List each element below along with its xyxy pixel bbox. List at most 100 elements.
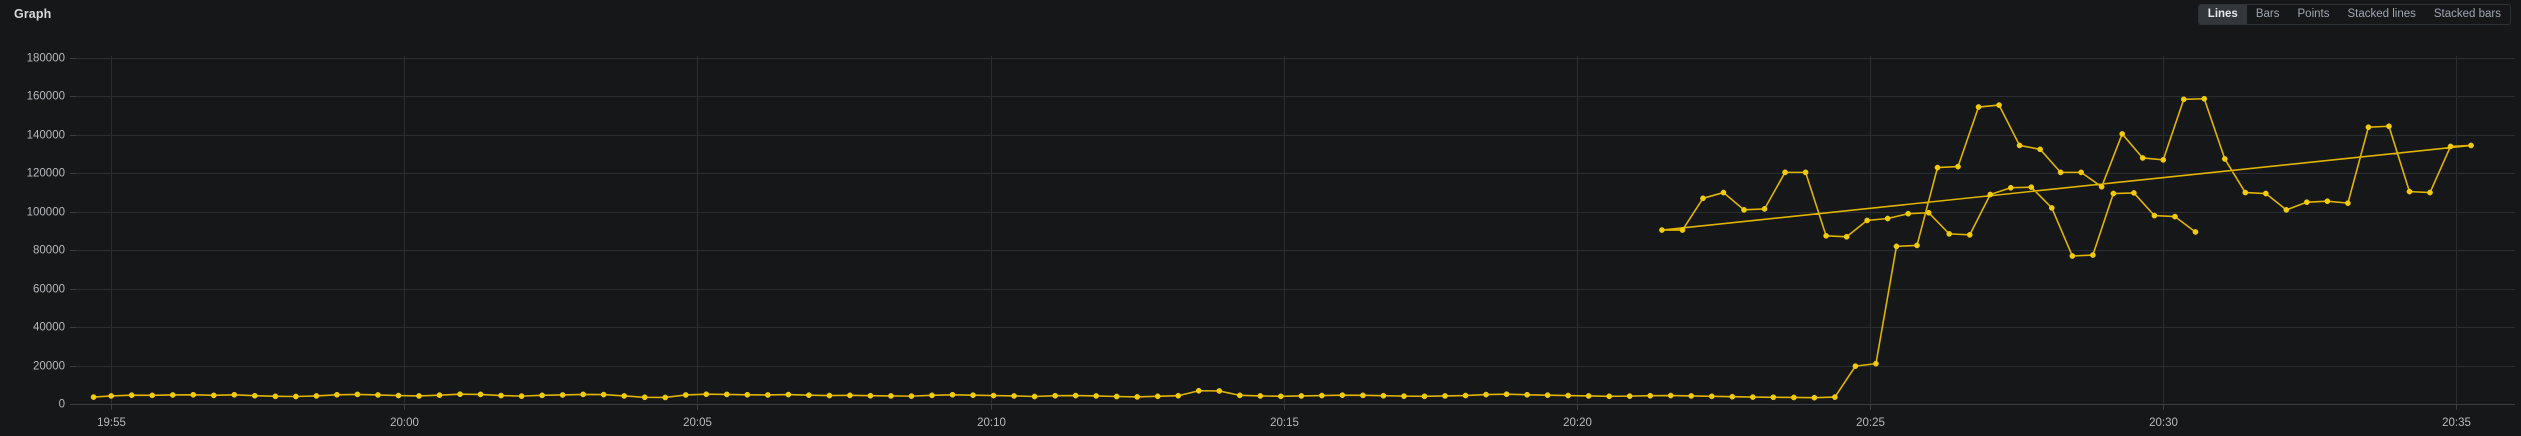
series-data-point <box>580 391 587 398</box>
y-axis-tick-label: 160000 <box>27 91 65 103</box>
series-data-point <box>1113 393 1120 400</box>
series-data-point <box>1770 394 1777 401</box>
series-line <box>92 97 2472 399</box>
series-data-point <box>1257 393 1264 399</box>
series-data-point <box>1052 392 1058 399</box>
series-data-point <box>457 391 463 398</box>
series-data-point <box>1134 394 1141 400</box>
x-axis-tick-label: 20:15 <box>1270 417 1299 429</box>
draw-mode-button-group[interactable]: Lines Bars Points Stacked lines Stacked … <box>2197 3 2511 25</box>
draw-mode-bars-button[interactable]: Bars <box>2247 5 2289 24</box>
series-data-point <box>1011 393 1017 399</box>
series-data-point <box>2151 212 2158 219</box>
series-data-point <box>354 391 361 398</box>
series-data-point <box>1934 164 1941 171</box>
series-data-point <box>2110 190 2117 197</box>
series-data-point <box>1832 394 1838 400</box>
series-data-point <box>2386 123 2392 130</box>
series-data-point <box>2262 190 2269 197</box>
series-data-point <box>1031 393 1038 400</box>
series-data-point <box>1544 392 1551 399</box>
series-data-point <box>559 392 566 398</box>
draw-mode-stacked-bars-button[interactable]: Stacked bars <box>2425 5 2510 24</box>
series-data-point <box>2192 229 2199 235</box>
series-data-point <box>1277 393 1284 400</box>
series-data-point <box>395 392 402 399</box>
series-data-point <box>2048 205 2055 211</box>
y-axis-tick-label: 100000 <box>27 207 65 219</box>
series-data-point <box>1729 393 1736 400</box>
series-data-point <box>806 392 812 399</box>
series-data-point <box>723 391 730 398</box>
series-data-point <box>108 393 115 399</box>
series-data-point <box>1093 393 1100 399</box>
series-data-point <box>1966 231 1973 238</box>
series-data-point <box>231 391 238 398</box>
series-data-point <box>990 392 997 399</box>
series-data-point <box>1298 393 1305 399</box>
series-data-point <box>2139 155 2146 161</box>
series-data-point <box>1864 217 1870 224</box>
time-series-chart[interactable]: 0 20000 40000 60000 80000 100000 120000 140000 1… <box>0 28 2521 436</box>
series-data-point <box>149 392 156 399</box>
series-data-point <box>272 393 279 400</box>
draw-mode-points-button[interactable]: Points <box>2289 5 2339 24</box>
x-axis-tick-label: 20:25 <box>1856 417 1885 429</box>
x-axis-tick-label: 20:30 <box>2149 417 2178 429</box>
series-data-point <box>190 391 197 398</box>
series-data-point <box>2427 189 2433 196</box>
series-data-point <box>2242 189 2249 196</box>
series-data-point <box>334 391 340 398</box>
series-data-point <box>1873 360 1879 367</box>
x-axis-tick-label: 20:05 <box>683 417 712 429</box>
series-data-point <box>949 391 956 398</box>
series-data-point <box>313 393 320 399</box>
series-data-point <box>1688 393 1695 399</box>
series-data-point <box>1175 392 1182 399</box>
series-data-point <box>2119 131 2126 137</box>
series-data-point <box>1401 393 1407 399</box>
series-data-point <box>1154 393 1161 400</box>
series-data-point <box>1565 392 1571 399</box>
series-data-point <box>1667 392 1674 399</box>
series-data-point <box>929 392 935 399</box>
y-axis-tick-label: 60000 <box>33 284 65 296</box>
series-data-point <box>1503 391 1510 398</box>
series-data-point <box>1884 215 1891 222</box>
chart-area[interactable]: 0 20000 40000 60000 80000 100000 120000 140000 1… <box>0 28 2521 436</box>
series-data-point <box>1072 392 1079 399</box>
series-data-point <box>293 393 299 400</box>
draw-mode-lines-button[interactable]: Lines <box>2198 4 2247 24</box>
series-data-point <box>1852 363 1859 369</box>
series-data-point <box>1955 163 1961 170</box>
series-data-point <box>1905 210 1912 217</box>
series-data-point <box>621 393 628 399</box>
series-data-point <box>1421 393 1428 400</box>
series-data-point <box>1843 233 1850 240</box>
series-data-point <box>169 392 176 398</box>
series-data-point <box>2160 157 2167 163</box>
series-data-point <box>2345 200 2351 206</box>
series-data-point <box>2131 190 2137 196</box>
series-data-point <box>826 392 833 399</box>
series-data-point <box>641 394 648 401</box>
series-data-point <box>518 393 525 399</box>
series-data-point <box>539 392 545 399</box>
x-axis-tick-label: 20:35 <box>2442 417 2471 429</box>
series-data-point <box>2028 184 2035 191</box>
draw-mode-stacked-lines-button[interactable]: Stacked lines <box>2338 5 2424 24</box>
series-data-point <box>1996 102 2002 108</box>
series-data-point <box>1925 209 1932 216</box>
series-data-point <box>210 392 217 399</box>
y-axis-tick-label: 180000 <box>27 53 65 65</box>
series-data-point <box>1606 393 1613 400</box>
series-data-point <box>970 392 976 399</box>
y-axis-tick-label: 140000 <box>27 130 65 142</box>
series-data-point <box>2221 156 2228 162</box>
series-data-point <box>2016 142 2023 149</box>
y-axis-tick-label: 120000 <box>27 168 65 180</box>
series-data-point <box>867 392 874 399</box>
series-data-point <box>785 391 792 398</box>
series-data-point <box>2201 95 2208 102</box>
series-data-point <box>2283 207 2290 213</box>
